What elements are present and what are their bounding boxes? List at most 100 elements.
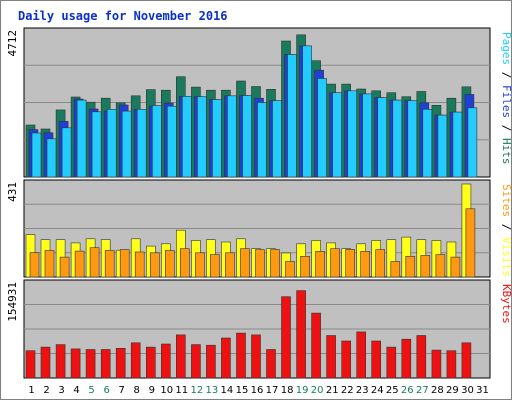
bar-kbytes-day-30	[461, 342, 472, 379]
x-tick-label: 18	[281, 385, 294, 396]
bar-sites-day-19	[300, 255, 310, 278]
bar-kbytes-day-26	[401, 338, 412, 379]
bar-sites-day-21	[330, 248, 340, 278]
x-tick-label: 31	[476, 385, 489, 396]
bar-sites-day-7	[119, 249, 130, 278]
bar-sites-day-24	[375, 249, 386, 278]
bar-kbytes-day-28	[431, 349, 442, 379]
panel-bottom-max-label: 154931	[6, 282, 19, 322]
panel-mid-max-label: 431	[6, 182, 19, 202]
bar-pages-day-5	[91, 111, 102, 178]
x-tick-label: 12	[191, 385, 204, 396]
x-tick-label: 1	[28, 385, 34, 396]
bar-pages-day-27	[422, 109, 433, 178]
bar-kbytes-day-29	[446, 350, 457, 379]
bar-sites-day-23	[360, 251, 371, 278]
x-tick-label: 14	[221, 385, 234, 396]
bar-sites-day-25	[390, 261, 401, 278]
bar-pages-day-3	[61, 127, 72, 178]
bar-kbytes-day-7	[115, 347, 126, 379]
legend-separator: /	[500, 118, 512, 138]
bar-pages-day-18	[287, 54, 297, 178]
bar-sites-day-1	[29, 252, 40, 278]
bar-kbytes-day-16	[251, 334, 261, 379]
bar-kbytes-day-5	[85, 349, 96, 379]
x-tick-label: 24	[371, 385, 384, 396]
x-tick-label: 2	[43, 385, 49, 396]
legend-item-hits: Hits	[500, 138, 512, 165]
legend-item-visits: Visits	[500, 237, 512, 277]
bar-kbytes-day-20	[311, 312, 321, 379]
bar-kbytes-day-17	[266, 349, 276, 379]
bar-sites-day-16	[255, 249, 265, 278]
x-tick-label: 11	[175, 385, 188, 396]
bar-sites-day-27	[420, 255, 431, 278]
bar-kbytes-day-10	[161, 343, 171, 379]
bar-sites-day-15	[240, 248, 250, 278]
bar-sites-day-29	[450, 256, 461, 278]
bar-kbytes-day-24	[371, 340, 382, 379]
x-tick-label: 9	[149, 385, 155, 396]
bar-sites-day-10	[165, 250, 175, 278]
bar-pages-day-16	[257, 102, 267, 178]
bar-pages-day-8	[136, 109, 147, 178]
bar-pages-day-21	[332, 92, 342, 178]
bar-pages-day-17	[272, 100, 282, 178]
bar-sites-day-9	[150, 252, 160, 278]
bar-sites-day-4	[74, 250, 85, 278]
panel-mid-legend: Sites / Visits	[500, 184, 512, 277]
bar-pages-day-19	[302, 45, 312, 178]
chart-title: Daily usage for November 2016	[18, 9, 228, 23]
legend-item-kbytes: KBytes	[500, 284, 512, 324]
bar-pages-day-28	[437, 114, 448, 178]
bar-sites-day-20	[315, 251, 325, 278]
bar-pages-day-22	[347, 90, 358, 178]
bar-kbytes-day-25	[386, 346, 397, 379]
x-tick-label: 20	[311, 385, 324, 396]
bar-pages-day-29	[452, 111, 463, 178]
bar-kbytes-day-11	[176, 334, 186, 379]
bar-kbytes-day-21	[326, 335, 336, 379]
legend-item-sites: Sites	[500, 184, 512, 217]
bar-kbytes-day-18	[281, 296, 291, 379]
x-tick-label: 8	[134, 385, 140, 396]
bar-kbytes-day-4	[70, 348, 81, 379]
bar-sites-day-13	[210, 254, 220, 278]
bar-sites-day-26	[405, 255, 416, 278]
bar-kbytes-day-12	[191, 344, 201, 379]
x-tick-label: 28	[431, 385, 444, 396]
bar-pages-day-15	[242, 95, 252, 178]
bar-sites-day-14	[225, 252, 235, 278]
bar-sites-day-22	[345, 249, 356, 278]
legend-separator: /	[500, 65, 512, 85]
panel-top: 4712 Pages / Files / Hits	[6, 27, 512, 178]
x-tick-label: 5	[88, 385, 94, 396]
x-tick-label: 13	[206, 385, 219, 396]
bar-kbytes-day-2	[40, 346, 51, 379]
bar-pages-day-25	[392, 99, 403, 178]
bar-pages-day-11	[182, 96, 192, 178]
bar-kbytes-day-13	[206, 344, 216, 379]
x-tick-label: 21	[326, 385, 339, 396]
bar-sites-day-5	[89, 247, 100, 278]
bar-sites-day-18	[285, 261, 295, 278]
x-tick-label: 19	[296, 385, 309, 396]
bar-kbytes-day-8	[130, 342, 141, 379]
bar-kbytes-day-1	[25, 350, 36, 379]
bar-kbytes-day-9	[146, 346, 156, 379]
x-tick-label: 16	[251, 385, 264, 396]
panel-top-max-label: 4712	[6, 30, 19, 57]
panel-mid: 431 Sites / Visits	[6, 179, 512, 278]
legend-separator: /	[500, 217, 512, 237]
x-tick-label: 4	[73, 385, 79, 396]
bar-kbytes-day-23	[356, 331, 367, 379]
bar-sites-day-17	[270, 249, 280, 278]
x-tick-label: 6	[104, 385, 110, 396]
x-tick-label: 23	[356, 385, 369, 396]
x-tick-label: 10	[160, 385, 173, 396]
bar-kbytes-day-3	[55, 344, 66, 379]
x-tick-label: 22	[341, 385, 354, 396]
bar-pages-day-7	[121, 110, 132, 178]
